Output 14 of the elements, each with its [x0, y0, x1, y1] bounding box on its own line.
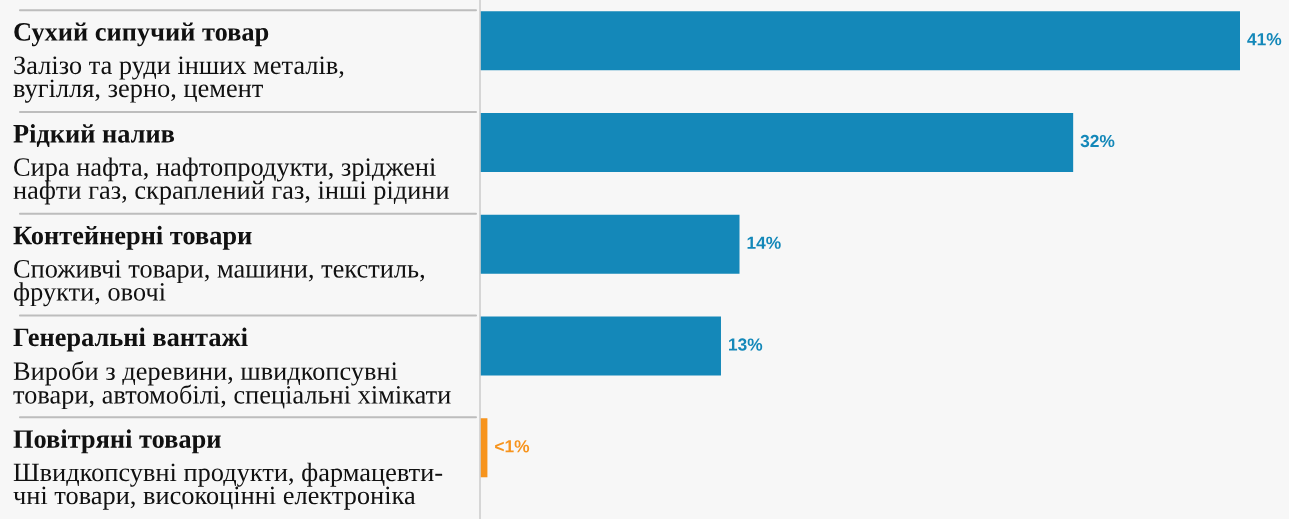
- data-label: 13%: [729, 338, 763, 351]
- y-tick-label: Контейнерні товари Споживчі товари, машини, текстиль, фрукти, овочі: [13, 225, 425, 307]
- y-tick-label: Повітряні товари Швидкопсувні продукти, фармацевти- чні товари, високоцінні електроніка: [13, 429, 443, 510]
- bar: [480, 316, 721, 376]
- bar: [480, 11, 1240, 71]
- data-label: 41%: [1247, 33, 1282, 46]
- bar: [480, 214, 740, 274]
- data-label: 32%: [1080, 134, 1115, 148]
- y-tick-label: Сухий сипучий товар Залізо та руди інших металів, вугілля, зерно, цемент: [13, 22, 344, 103]
- y-tick-label: Рідкий налив Сира нафта, нафтопродукти, зріджені нафти газ, скраплений газ, інші рідини: [13, 124, 449, 205]
- y-tick-label: Генеральні вантажі Вироби з деревини, швидкопсувні товари, автомобілі, спеціальні хімікати: [13, 327, 451, 410]
- data-label: 14%: [747, 236, 781, 249]
- bar: [480, 112, 1074, 172]
- data-label: <1%: [495, 440, 530, 453]
